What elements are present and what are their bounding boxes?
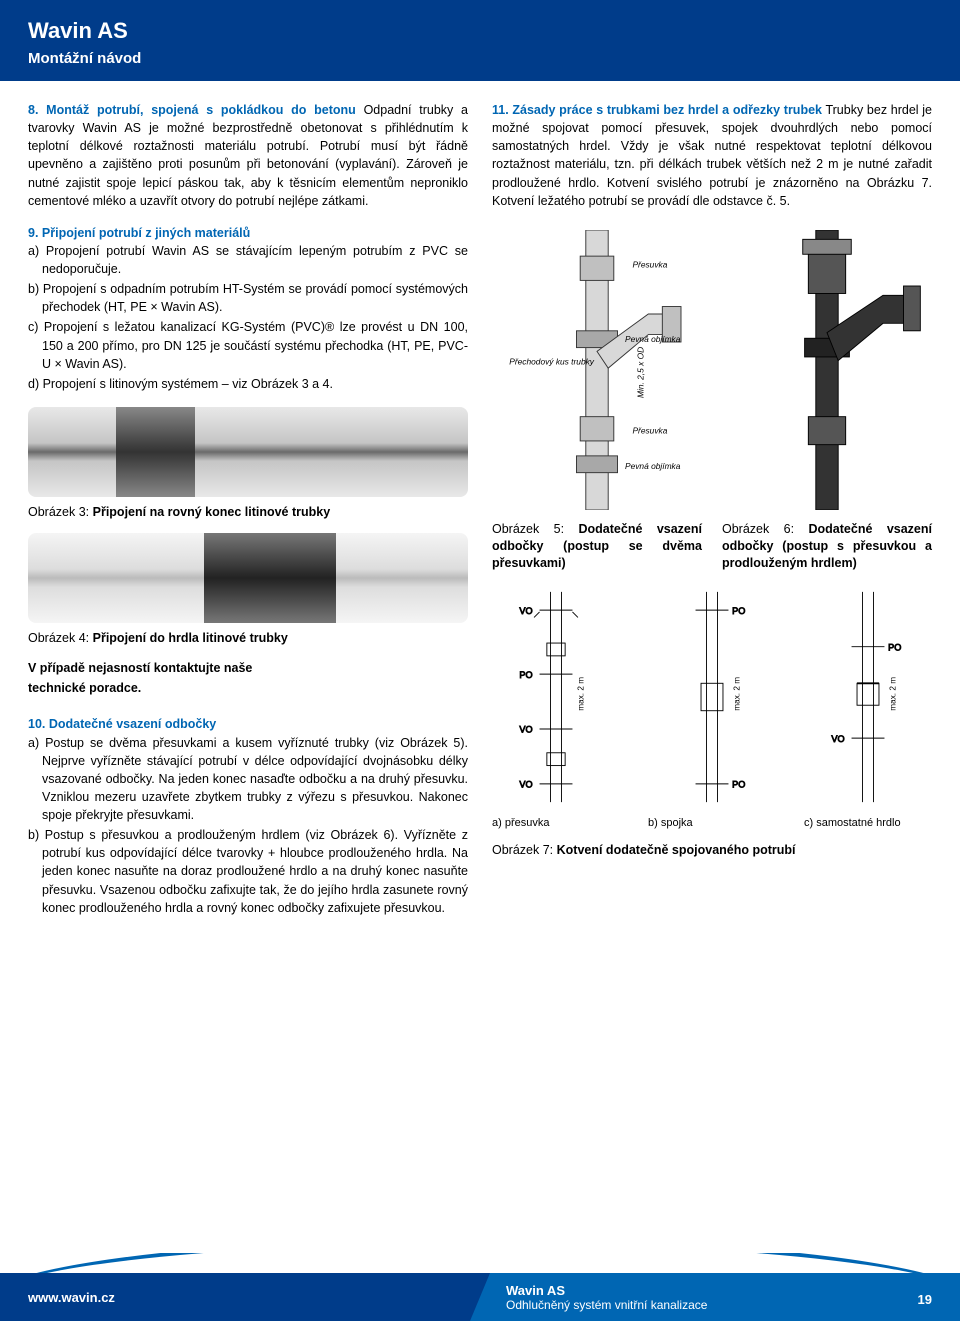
- svg-text:Přesuvka: Přesuvka: [632, 425, 667, 435]
- fig3-image: [28, 407, 468, 497]
- fig7-a: VO PO VO VO max. 2 m: [492, 582, 620, 812]
- svg-text:Přechodový kus trubky: Přechodový kus trubky: [509, 356, 595, 366]
- footer-left: www.wavin.cz: [0, 1273, 490, 1321]
- fig7-sub-b: b) spojka: [648, 816, 776, 832]
- footer-swoosh: [0, 1253, 960, 1273]
- svg-text:PO: PO: [519, 669, 532, 679]
- footer-page: 19: [918, 1292, 932, 1307]
- svg-text:VO: VO: [519, 779, 532, 789]
- footer: www.wavin.cz Wavin AS Odhlučněný systém …: [0, 1273, 960, 1321]
- fig5-svg: Přechodový kus trubky Přesuvka Přesuvka …: [492, 230, 702, 510]
- fig3-caption: Obrázek 3: Připojení na rovný konec liti…: [28, 503, 468, 521]
- sec10-a: a) Postup se dvěma přesuvkami a kusem vy…: [28, 734, 468, 825]
- sec9-a: a) Propojení potrubí Wavin AS se stávají…: [28, 242, 468, 278]
- sec10-list: a) Postup se dvěma přesuvkami a kusem vy…: [28, 734, 468, 917]
- col-right-1: 11. Zásady práce s trubkami bez hrdel a …: [492, 101, 932, 224]
- sec9-b: b) Propojení s odpadním potrubím HT-Syst…: [28, 280, 468, 316]
- col-left-2: 9. Připojení potrubí z jiných materiálů …: [28, 224, 468, 931]
- sec9-d: d) Propojení s litinovým systémem – viz …: [28, 375, 468, 393]
- fig4-image: [28, 533, 468, 623]
- svg-text:max. 2 m: max. 2 m: [888, 676, 897, 710]
- sec9-list: a) Propojení potrubí Wavin AS se stávají…: [28, 242, 468, 393]
- svg-text:PO: PO: [732, 605, 745, 615]
- fig6-svg: [722, 230, 932, 510]
- svg-text:max. 2 m: max. 2 m: [732, 676, 741, 710]
- content: 8. Montáž potrubí, spojená s pokládkou d…: [0, 81, 960, 931]
- contact-l1: V případě nejasností kontaktujte naše: [28, 659, 468, 677]
- contact-l2: technické poradce.: [28, 679, 468, 697]
- sec11-title: 11. Zásady práce s trubkami bez hrdel a …: [492, 103, 822, 117]
- col-left-1: 8. Montáž potrubí, spojená s pokládkou d…: [28, 101, 468, 224]
- fig4-caption: Obrázek 4: Připojení do hrdla litinové t…: [28, 629, 468, 647]
- page-header: Wavin AS Montážní návod: [0, 0, 960, 81]
- fig6-box: Obrázek 6: Dodatečné vsazení odbočky (po…: [722, 230, 932, 572]
- fig7-c: PO VO max. 2 m: [804, 582, 932, 812]
- fig56-area: Přechodový kus trubky Přesuvka Přesuvka …: [492, 230, 932, 572]
- page: Wavin AS Montážní návod 8. Montáž potrub…: [0, 0, 960, 1321]
- footer-t1: Wavin AS: [506, 1283, 932, 1298]
- sec10-b: b) Postup s přesuvkou a prodlouženým hrd…: [28, 826, 468, 917]
- svg-text:max. 2 m: max. 2 m: [576, 676, 585, 710]
- footer-right: Wavin AS Odhlučněný systém vnitřní kanal…: [490, 1273, 960, 1321]
- top-columns: 8. Montáž potrubí, spojená s pokládkou d…: [28, 101, 932, 224]
- fig5-caption: Obrázek 5: Dodatečné vsazení odbočky (po…: [492, 521, 702, 572]
- svg-text:Min. 2,5 x OD: Min. 2,5 x OD: [636, 347, 646, 398]
- fig7-sublabels: a) přesuvka b) spojka c) samostatné hrdl…: [492, 816, 932, 832]
- header-subtitle: Montážní návod: [28, 50, 932, 67]
- fig5-box: Přechodový kus trubky Přesuvka Přesuvka …: [492, 230, 702, 572]
- sec9-c: c) Propojení s ležatou kanalizací KG-Sys…: [28, 318, 468, 372]
- svg-text:VO: VO: [519, 605, 532, 615]
- sec10-title: 10. Dodatečné vsazení odbočky: [28, 717, 216, 731]
- fig7-row: VO PO VO VO max. 2 m: [492, 582, 932, 812]
- footer-t2: Odhlučněný systém vnitřní kanalizace: [506, 1298, 932, 1312]
- svg-text:VO: VO: [519, 724, 532, 734]
- svg-text:Pevná objímka: Pevná objímka: [625, 461, 681, 471]
- fig7-sub-a: a) přesuvka: [492, 816, 620, 832]
- svg-text:VO: VO: [831, 733, 844, 743]
- svg-text:PO: PO: [732, 779, 745, 789]
- col-right-2: Přechodový kus trubky Přesuvka Přesuvka …: [492, 224, 932, 931]
- fig6-caption: Obrázek 6: Dodatečné vsazení odbočky (po…: [722, 521, 932, 572]
- mid-columns: 9. Připojení potrubí z jiných materiálů …: [28, 224, 932, 931]
- sec8-title: 8. Montáž potrubí, spojená s pokládkou d…: [28, 103, 356, 117]
- fig7-b: PO PO max. 2 m: [648, 582, 776, 812]
- svg-text:PO: PO: [888, 642, 901, 652]
- header-title: Wavin AS: [28, 18, 932, 44]
- svg-text:Pevná objímka: Pevná objímka: [625, 334, 681, 344]
- svg-text:Přesuvka: Přesuvka: [632, 259, 667, 269]
- fig7-caption: Obrázek 7: Kotvení dodatečně spojovaného…: [492, 841, 932, 859]
- sec9-title: 9. Připojení potrubí z jiných materiálů: [28, 226, 250, 240]
- fig7-sub-c: c) samostatné hrdlo: [804, 816, 932, 832]
- footer-url: www.wavin.cz: [28, 1290, 115, 1305]
